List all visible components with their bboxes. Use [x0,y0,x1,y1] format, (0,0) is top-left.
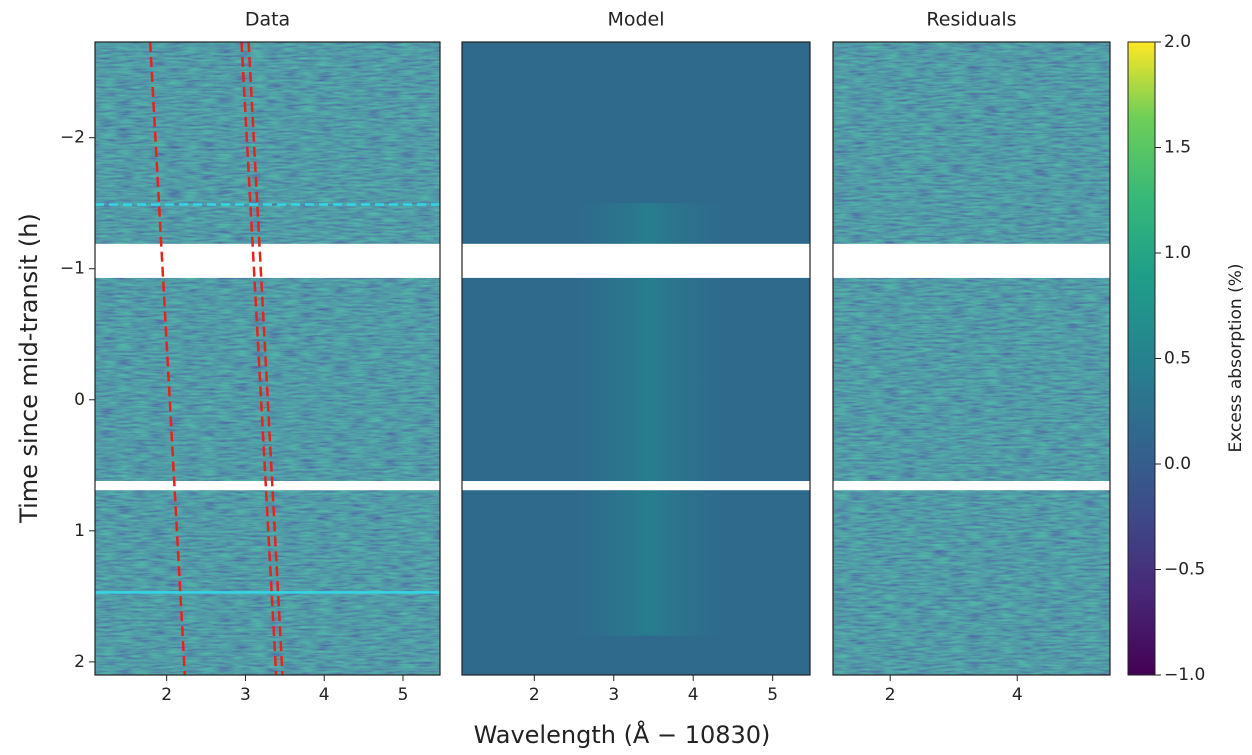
x-tick-label: 3 [240,685,251,705]
data-gap [95,243,440,278]
y-tick-label: 2 [74,652,85,672]
colorbar-label: Excess absorption (%) [1226,263,1246,452]
heatmap-texture [833,42,1110,675]
colorbar-tick-label: 1.0 [1164,243,1191,263]
heatmap-texture [95,42,440,675]
x-tick-label: 2 [529,685,540,705]
data-gap [833,243,1110,278]
data-gap [833,481,1110,491]
y-tick-label: 0 [74,390,85,410]
x-tick-label: 2 [161,685,172,705]
data-gap [462,243,810,278]
colorbar-tick-label: 0.0 [1164,454,1191,474]
x-tick-label: 4 [688,685,699,705]
colorbar-tick-label: 1.5 [1164,138,1191,158]
track-line [240,41,278,676]
track-line [247,41,284,676]
panel-title: Data [245,9,290,31]
colorbar-tick-label: −1.0 [1164,665,1205,685]
track-line [148,41,187,676]
y-tick-label: 1 [74,521,85,541]
panel-frame [461,41,811,676]
x-tick-label: 3 [608,685,619,705]
y-axis-label: Time since mid-transit (h) [15,213,43,524]
colorbar-tick-label: 0.5 [1164,349,1191,369]
data-gap [95,481,440,491]
x-tick-label: 5 [398,685,409,705]
colorbar-tick-label: 2.0 [1164,32,1191,52]
panel-title: Model [607,9,664,31]
x-tick-label: 5 [767,685,778,705]
x-tick-label: 4 [319,685,330,705]
x-tick-label: 4 [1012,685,1023,705]
x-axis-label: Wavelength (Å − 10830) [474,720,771,749]
panel-frame [832,41,1111,676]
y-tick-label: −1 [60,259,85,279]
data-gap [462,481,810,491]
colorbar-tick-label: −0.5 [1164,560,1205,580]
panel-title: Residuals [926,9,1016,31]
y-tick-label: −2 [60,128,85,148]
panel-frame [94,41,441,676]
x-tick-label: 2 [885,685,896,705]
colorbar [1127,41,1156,676]
